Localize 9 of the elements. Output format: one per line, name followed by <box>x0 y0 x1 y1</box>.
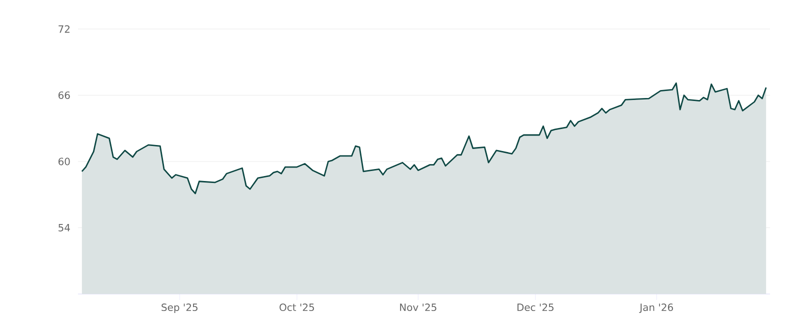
x-tick-label: Dec '25 <box>517 304 554 312</box>
x-tick-label: Jan '26 <box>639 304 673 313</box>
y-tick-label: 54 <box>58 224 70 232</box>
y-tick-label: 60 <box>58 158 70 166</box>
x-tick-label: Oct '25 <box>280 304 314 312</box>
y-tick-label: 66 <box>58 91 70 100</box>
x-tick-label: Sep '25 <box>162 304 198 313</box>
x-tick-label: Nov '25 <box>400 304 436 312</box>
y-tick-label: 72 <box>58 25 70 33</box>
